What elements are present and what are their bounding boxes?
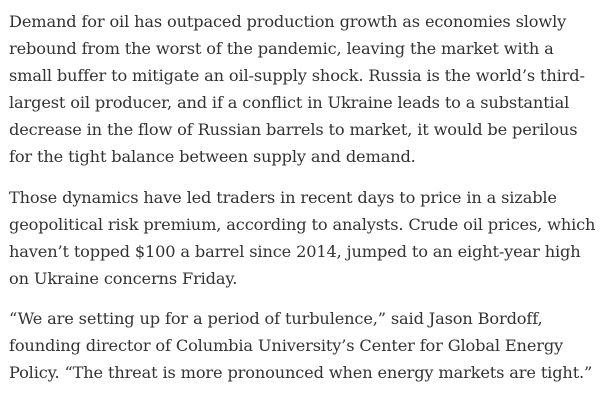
paragraph-1-text: as economies slowly rebound from the wor…: [9, 12, 585, 167]
paragraph-2: Those dynamics have led traders in recen…: [9, 184, 597, 292]
paragraph-3: “We are setting up for a period of turbu…: [9, 305, 597, 386]
oil-demand-link[interactable]: Demand for oil has outpaced production g…: [9, 12, 398, 31]
paragraph-2-text: Those dynamics have led traders in recen…: [9, 187, 596, 288]
paragraph-1: Demand for oil has outpaced production g…: [9, 8, 597, 171]
paragraph-3-text: “We are setting up for a period of turbu…: [9, 308, 593, 383]
article-body: Demand for oil has outpaced production g…: [9, 8, 597, 386]
